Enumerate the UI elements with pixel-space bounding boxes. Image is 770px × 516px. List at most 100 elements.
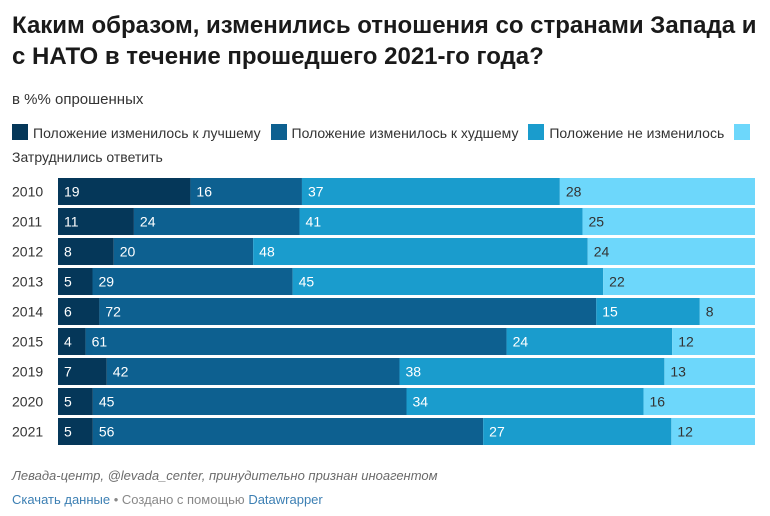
- data-label: 5: [64, 274, 72, 290]
- bar-row-2010: 2010 19 16 37 28: [12, 178, 755, 205]
- legend-swatch: [12, 124, 28, 140]
- y-tick-label: 2011: [12, 214, 42, 230]
- bar-segment: [643, 388, 755, 415]
- data-label: 22: [609, 274, 625, 290]
- data-label: 27: [489, 424, 505, 440]
- created-with-text: Создано с помощью: [121, 492, 245, 507]
- bar-segment: [58, 358, 107, 385]
- bar-row-2021: 2021 5 56 27 12: [12, 418, 755, 445]
- bar-segment: [58, 268, 93, 295]
- data-label: 45: [299, 274, 315, 290]
- data-label: 48: [259, 244, 275, 260]
- data-label: 61: [92, 334, 108, 350]
- bar-segment: [106, 358, 400, 385]
- y-tick-label: 2013: [12, 274, 43, 290]
- data-label: 28: [566, 184, 582, 200]
- data-label: 5: [64, 394, 72, 410]
- bar-segment: [92, 268, 293, 295]
- y-tick-label: 2021: [12, 424, 43, 440]
- bar-segment: [58, 328, 86, 355]
- bar-segment: [99, 298, 597, 325]
- bar-segment: [483, 418, 672, 445]
- stacked-bar-chart: 2010 19 16 37 28 2011 11 24 41 25 2012 8 20 48 24 2013 5…: [12, 178, 755, 445]
- bar-row-2014: 2014 6 72 15 8: [12, 298, 755, 325]
- bar-segment: [399, 358, 665, 385]
- bar-segment: [292, 268, 604, 295]
- data-label: 6: [64, 304, 72, 320]
- bar-segment: [596, 298, 700, 325]
- bar-segment: [190, 178, 302, 205]
- data-label: 19: [64, 184, 80, 200]
- bar-segment: [699, 298, 755, 325]
- datawrapper-link[interactable]: Datawrapper: [248, 492, 323, 507]
- legend-swatch: [270, 124, 287, 140]
- bar-segment: [85, 328, 507, 355]
- legend-swatch: [734, 124, 751, 140]
- data-label: 29: [99, 274, 115, 290]
- bar-segment: [58, 208, 134, 235]
- data-label: 56: [99, 424, 115, 440]
- data-label: 41: [306, 214, 322, 230]
- bar-segment: [301, 178, 560, 205]
- bar-segment: [58, 388, 93, 415]
- bar-segment: [58, 298, 100, 325]
- data-label: 8: [706, 304, 714, 320]
- y-tick-label: 2019: [12, 364, 43, 380]
- bar-row-2015: 2015 4 61 24 12: [12, 328, 755, 355]
- data-label: 24: [513, 334, 529, 350]
- credits: Скачать данные • Создано с помощью Dataw…: [12, 492, 323, 507]
- bar-segment: [92, 388, 407, 415]
- y-tick-label: 2012: [12, 244, 43, 260]
- legend: Положение изменилось к лучшему Положение…: [12, 121, 757, 169]
- bar-row-2013: 2013 5 29 45 22: [12, 268, 755, 295]
- bar-row-2019: 2019 7 42 38 13: [12, 358, 755, 385]
- y-tick-label: 2014: [12, 304, 43, 320]
- y-tick-label: 2015: [12, 334, 43, 350]
- data-label: 8: [64, 244, 72, 260]
- legend-swatch: [528, 124, 545, 140]
- legend-item-unchanged: Положение не изменилось: [528, 124, 725, 141]
- bar-segment: [671, 418, 755, 445]
- bar-row-2011: 2011 11 24 41 25: [12, 208, 755, 235]
- data-label: 20: [120, 244, 136, 260]
- data-label: 24: [140, 214, 156, 230]
- bar-segment: [92, 418, 484, 445]
- bar-segment: [58, 178, 191, 205]
- download-data-link[interactable]: Скачать данные: [12, 492, 111, 507]
- bar-segment: [58, 238, 114, 265]
- y-tick-label: 2010: [12, 184, 43, 200]
- data-label: 45: [99, 394, 115, 410]
- legend-item-worse: Положение изменилось к худшему: [270, 124, 518, 141]
- bar-segment: [664, 358, 755, 385]
- chart-title: Каким образом, изменились отношения со с…: [12, 12, 757, 70]
- data-label: 12: [677, 424, 693, 440]
- bar-segment: [587, 238, 755, 265]
- data-label: 16: [649, 394, 665, 410]
- data-label: 5: [64, 424, 72, 440]
- data-label: 34: [413, 394, 429, 410]
- legend-label: Положение не изменилось: [549, 125, 725, 141]
- data-label: 11: [64, 214, 79, 230]
- bar-segment: [113, 238, 254, 265]
- y-tick-label: 2020: [12, 394, 43, 410]
- bar-segment: [406, 388, 644, 415]
- bar-segment: [582, 208, 755, 235]
- legend-label: Положение изменилось к лучшему: [33, 125, 261, 141]
- data-label: 15: [602, 304, 618, 320]
- data-label: 13: [670, 364, 686, 380]
- bar-row-2012: 2012 8 20 48 24: [12, 238, 755, 265]
- data-label: 25: [588, 214, 604, 230]
- data-label: 12: [678, 334, 694, 350]
- bar-segment: [133, 208, 300, 235]
- bar-segment: [672, 328, 755, 355]
- bar-segment: [506, 328, 673, 355]
- bar-segment: [253, 238, 588, 265]
- legend-item-better: Положение изменилось к лучшему: [12, 124, 261, 141]
- data-label: 72: [105, 304, 121, 320]
- credits-separator: •: [113, 492, 119, 507]
- data-label: 37: [308, 184, 324, 200]
- bar-segment: [299, 208, 583, 235]
- source-note: Левада-центр, @levada_center, принудител…: [12, 468, 438, 483]
- bar-segment: [58, 418, 93, 445]
- bar-segment: [559, 178, 755, 205]
